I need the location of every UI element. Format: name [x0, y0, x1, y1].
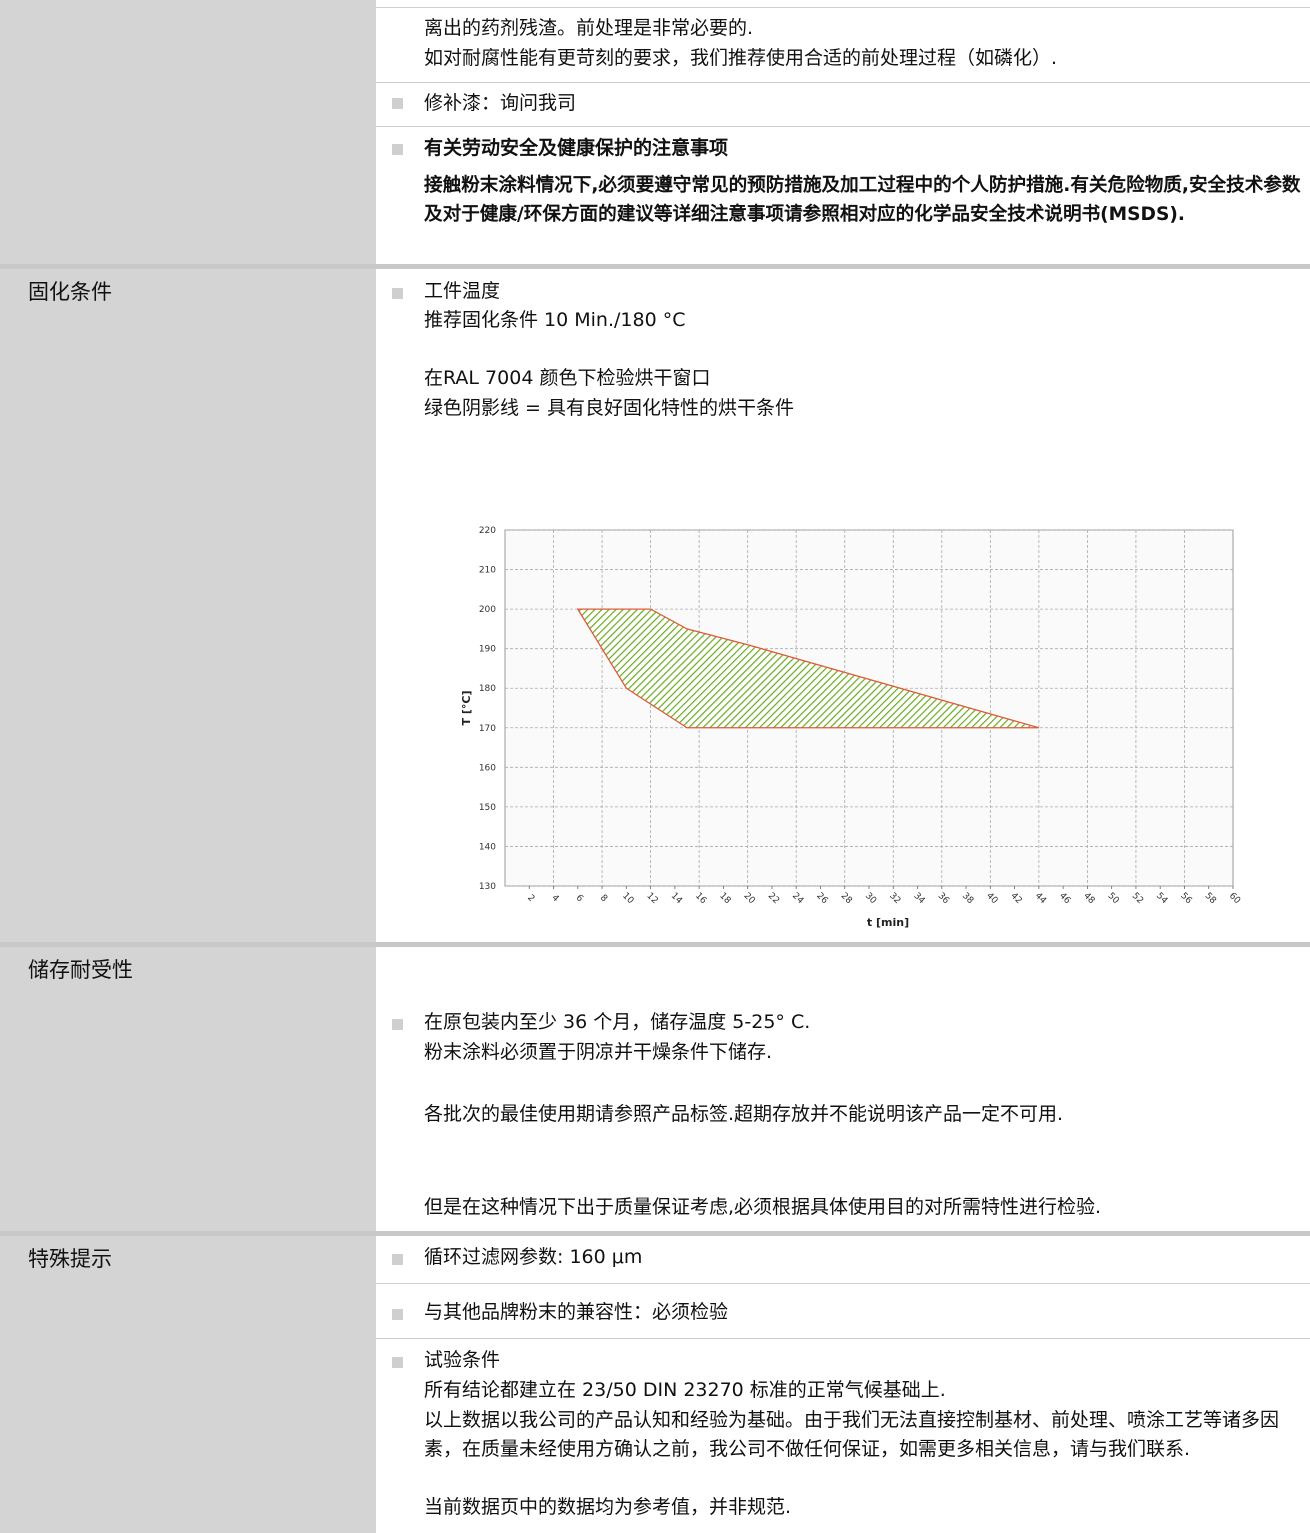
- test-conditions-title: 试验条件: [424, 1349, 501, 1371]
- x-tick-label: 56: [1178, 891, 1193, 906]
- x-tick-label: 6: [574, 893, 585, 904]
- x-tick-label: 14: [669, 891, 684, 906]
- divider: [376, 1338, 1310, 1339]
- x-tick-label: 10: [620, 891, 635, 906]
- y-axis-label: T [°C]: [460, 691, 473, 726]
- storage-label: 储存耐受性: [28, 958, 133, 982]
- x-tick-label: 32: [887, 891, 902, 906]
- x-tick-label: 42: [1008, 891, 1023, 906]
- x-tick-label: 50: [1105, 891, 1120, 906]
- storage-line-1: 在原包装内至少 36 个月，储存温度 5-25° C.: [424, 1011, 811, 1033]
- y-tick-label: 220: [479, 526, 496, 536]
- pretreatment-line-1: 离出的药剂残渣。前处理是非常必要的.: [424, 17, 754, 39]
- x-tick-label: 2: [525, 893, 536, 904]
- y-tick-label: 160: [479, 763, 496, 773]
- x-tick-label: 58: [1203, 891, 1218, 906]
- x-tick-label: 28: [839, 891, 854, 906]
- section-divider: [0, 1231, 1310, 1236]
- x-tick-label: 52: [1130, 891, 1145, 906]
- label-column: [0, 0, 376, 1533]
- top-divider: [376, 7, 1310, 8]
- section-divider: [0, 942, 1310, 947]
- x-tick-label: 12: [644, 891, 659, 906]
- curing-window-line: 在RAL 7004 颜色下检验烘干窗口: [424, 367, 711, 389]
- x-tick-label: 34: [911, 891, 926, 906]
- x-tick-label: 60: [1227, 891, 1242, 906]
- bullet-icon: [392, 1254, 403, 1265]
- x-tick-label: 40: [984, 891, 999, 906]
- y-tick-label: 200: [479, 605, 496, 615]
- curing-item-title: 工件温度: [424, 280, 501, 302]
- y-tick-label: 130: [479, 882, 496, 892]
- x-axis-label: t [min]: [867, 916, 909, 929]
- y-tick-label: 190: [479, 645, 496, 655]
- x-tick-label: 44: [1033, 891, 1048, 906]
- special-label: 特殊提示: [28, 1247, 112, 1271]
- test-conditions-body: 所有结论都建立在 23/50 DIN 23270 标准的正常气候基础上.: [424, 1379, 946, 1401]
- y-tick-label: 140: [479, 842, 496, 852]
- storage-line-2: 粉末涂料必须置于阴凉并干燥条件下储存.: [424, 1041, 773, 1063]
- storage-line-3: 各批次的最佳使用期请参照产品标签.超期存放并不能说明该产品一定不可用.: [424, 1103, 1064, 1125]
- curing-label: 固化条件: [28, 280, 112, 304]
- x-tick-label: 18: [717, 891, 732, 906]
- bullet-icon: [392, 288, 403, 299]
- y-tick-label: 170: [479, 724, 496, 734]
- bullet-icon: [392, 1019, 403, 1030]
- reference-note: 当前数据页中的数据均为参考值，并非规范.: [424, 1496, 792, 1518]
- x-tick-label: 38: [960, 891, 975, 906]
- bullet-icon: [392, 144, 403, 155]
- disclaimer-text: 以上数据以我公司的产品认知和经验为基础。由于我们无法直接控制基材、前处理、喷涂工…: [424, 1409, 1280, 1460]
- bullet-icon: [392, 1357, 403, 1368]
- bullet-icon: [392, 1309, 403, 1320]
- x-tick-label: 54: [1154, 891, 1169, 906]
- x-tick-label: 36: [936, 891, 951, 906]
- sieve-text: 循环过滤网参数: 160 μm: [424, 1246, 643, 1268]
- x-tick-label: 8: [598, 893, 609, 904]
- divider: [376, 1283, 1310, 1284]
- x-tick-label: 20: [741, 891, 756, 906]
- pretreatment-line-2: 如对耐腐性能有更苛刻的要求，我们推荐使用合适的前处理过程（如磷化）.: [424, 47, 1058, 69]
- x-tick-label: 24: [790, 891, 805, 906]
- x-tick-label: 4: [549, 893, 560, 904]
- y-tick-label: 150: [479, 803, 496, 813]
- touchup-text: 修补漆：询问我司: [424, 92, 577, 114]
- x-tick-label: 22: [766, 891, 781, 906]
- curing-recommended: 推荐固化条件 10 Min./180 °C: [424, 309, 686, 331]
- x-tick-label: 16: [693, 891, 708, 906]
- x-tick-label: 48: [1081, 891, 1096, 906]
- y-tick-label: 180: [479, 684, 496, 694]
- x-tick-label: 26: [814, 891, 829, 906]
- storage-line-4: 但是在这种情况下出于质量保证考虑,必须根据具体使用目的对所需特性进行检验.: [424, 1196, 1102, 1218]
- curing-window-area: [576, 608, 1040, 729]
- bullet-icon: [392, 98, 403, 109]
- compatibility-text: 与其他品牌粉末的兼容性：必须检验: [424, 1301, 729, 1323]
- divider: [376, 82, 1310, 83]
- x-tick-label: 46: [1057, 891, 1072, 906]
- y-tick-label: 210: [479, 566, 496, 576]
- x-tick-label: 30: [863, 891, 878, 906]
- safety-body: 接触粉末涂料情况下,必须要遵守常见的预防措施及加工过程中的个人防护措施.有关危险…: [424, 175, 1301, 225]
- divider: [376, 126, 1310, 127]
- safety-heading: 有关劳动安全及健康保护的注意事项: [424, 137, 729, 159]
- curing-legend-line: 绿色阴影线 = 具有良好固化特性的烘干条件: [424, 397, 795, 419]
- section-divider: [0, 264, 1310, 269]
